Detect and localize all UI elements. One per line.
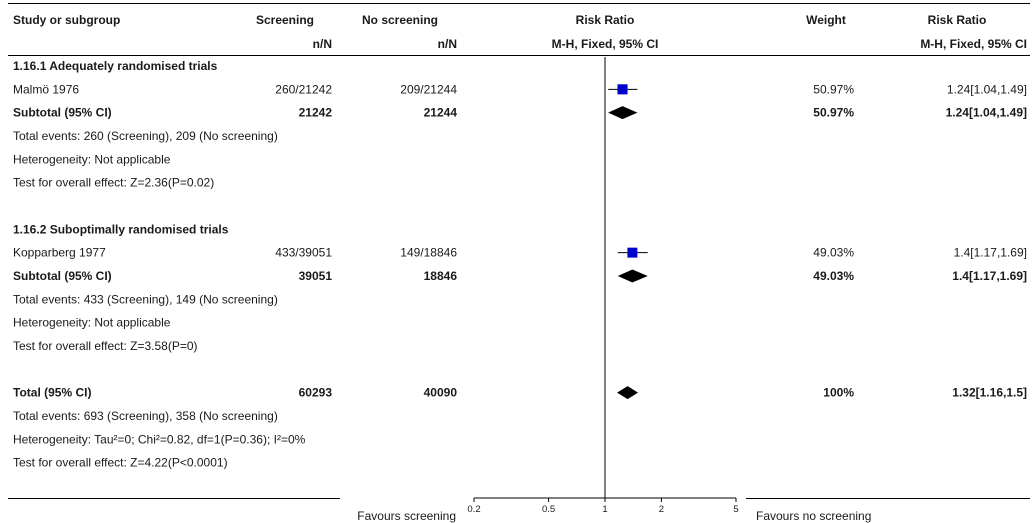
row-label-subtotal: Subtotal (95% CI) — [13, 269, 112, 283]
header-no-screening: No screening — [362, 13, 438, 27]
row-label-group: 1.16.1 Adequately randomised trials — [13, 59, 218, 73]
row-no-screening-value: 209/21244 — [400, 82, 457, 96]
row-risk-ratio-value: 1.4[1.17,1.69] — [954, 246, 1027, 260]
row-weight-value: 50.97% — [813, 106, 854, 120]
row-screening-value: 60293 — [299, 386, 333, 400]
x-axis-tick-label: 1 — [602, 504, 607, 515]
row-risk-ratio-value: 1.24[1.04,1.49] — [946, 106, 1027, 120]
row-no-screening-value: 149/18846 — [400, 246, 457, 260]
row-label-note: Test for overall effect: Z=2.36(P=0.02) — [13, 176, 214, 190]
row-label-note: Total events: 433 (Screening), 149 (No s… — [13, 292, 278, 306]
row-weight-value: 49.03% — [813, 246, 854, 260]
summary-diamond — [608, 106, 638, 120]
header-no-screening-sub: n/N — [438, 37, 457, 51]
row-no-screening-value: 21244 — [424, 106, 458, 120]
header-risk-ratio-plot: Risk Ratio — [576, 13, 635, 27]
row-no-screening-value: 40090 — [424, 386, 458, 400]
row-label-note: Total events: 260 (Screening), 209 (No s… — [13, 129, 278, 143]
row-no-screening-value: 18846 — [424, 269, 458, 283]
study-effect-marker — [617, 84, 628, 95]
x-axis-tick-label: 5 — [733, 504, 738, 515]
row-label-note: Total events: 693 (Screening), 358 (No s… — [13, 409, 278, 423]
favours-right-label: Favours no screening — [756, 509, 871, 523]
summary-diamond — [617, 386, 639, 400]
study-effect-marker — [627, 247, 638, 258]
row-weight-value: 100% — [823, 386, 854, 400]
row-risk-ratio-value: 1.32[1.16,1.5] — [952, 386, 1027, 400]
favours-left-label: Favours screening — [357, 509, 456, 523]
header-risk-ratio-plot-sub: M-H, Fixed, 95% CI — [552, 37, 659, 51]
header-study: Study or subgroup — [13, 13, 120, 27]
header-risk-ratio-text: Risk Ratio — [928, 13, 987, 27]
row-weight-value: 50.97% — [813, 82, 854, 96]
row-screening-value: 39051 — [299, 269, 333, 283]
header-weight: Weight — [806, 13, 846, 27]
summary-diamond — [617, 269, 648, 283]
x-axis-tick-label: 2 — [659, 504, 664, 515]
row-screening-value: 260/21242 — [275, 82, 332, 96]
row-label-subtotal: Subtotal (95% CI) — [13, 106, 112, 120]
row-screening-value: 21242 — [299, 106, 333, 120]
row-risk-ratio-value: 1.24[1.04,1.49] — [947, 82, 1027, 96]
row-label-study: Kopparberg 1977 — [13, 246, 106, 260]
row-label-note: Heterogeneity: Not applicable — [13, 316, 171, 330]
row-weight-value: 49.03% — [813, 269, 854, 283]
header-risk-ratio-text-sub: M-H, Fixed, 95% CI — [920, 37, 1027, 51]
row-label-note: Heterogeneity: Not applicable — [13, 152, 171, 166]
row-label-total: Total (95% CI) — [13, 386, 91, 400]
row-risk-ratio-value: 1.4[1.17,1.69] — [952, 269, 1027, 283]
row-label-study: Malmö 1976 — [13, 82, 79, 96]
row-label-group: 1.16.2 Suboptimally randomised trials — [13, 222, 229, 236]
x-axis-tick-label: 0.2 — [467, 504, 480, 515]
row-label-note: Test for overall effect: Z=3.58(P=0) — [13, 339, 198, 353]
row-label-note: Test for overall effect: Z=4.22(P<0.0001… — [13, 456, 228, 470]
row-screening-value: 433/39051 — [275, 246, 332, 260]
x-axis-tick-label: 0.5 — [542, 504, 555, 515]
header-screening: Screening — [256, 13, 314, 27]
row-label-note: Heterogeneity: Tau²=0; Chi²=0.82, df=1(P… — [13, 432, 306, 446]
header-screening-sub: n/N — [313, 37, 332, 51]
